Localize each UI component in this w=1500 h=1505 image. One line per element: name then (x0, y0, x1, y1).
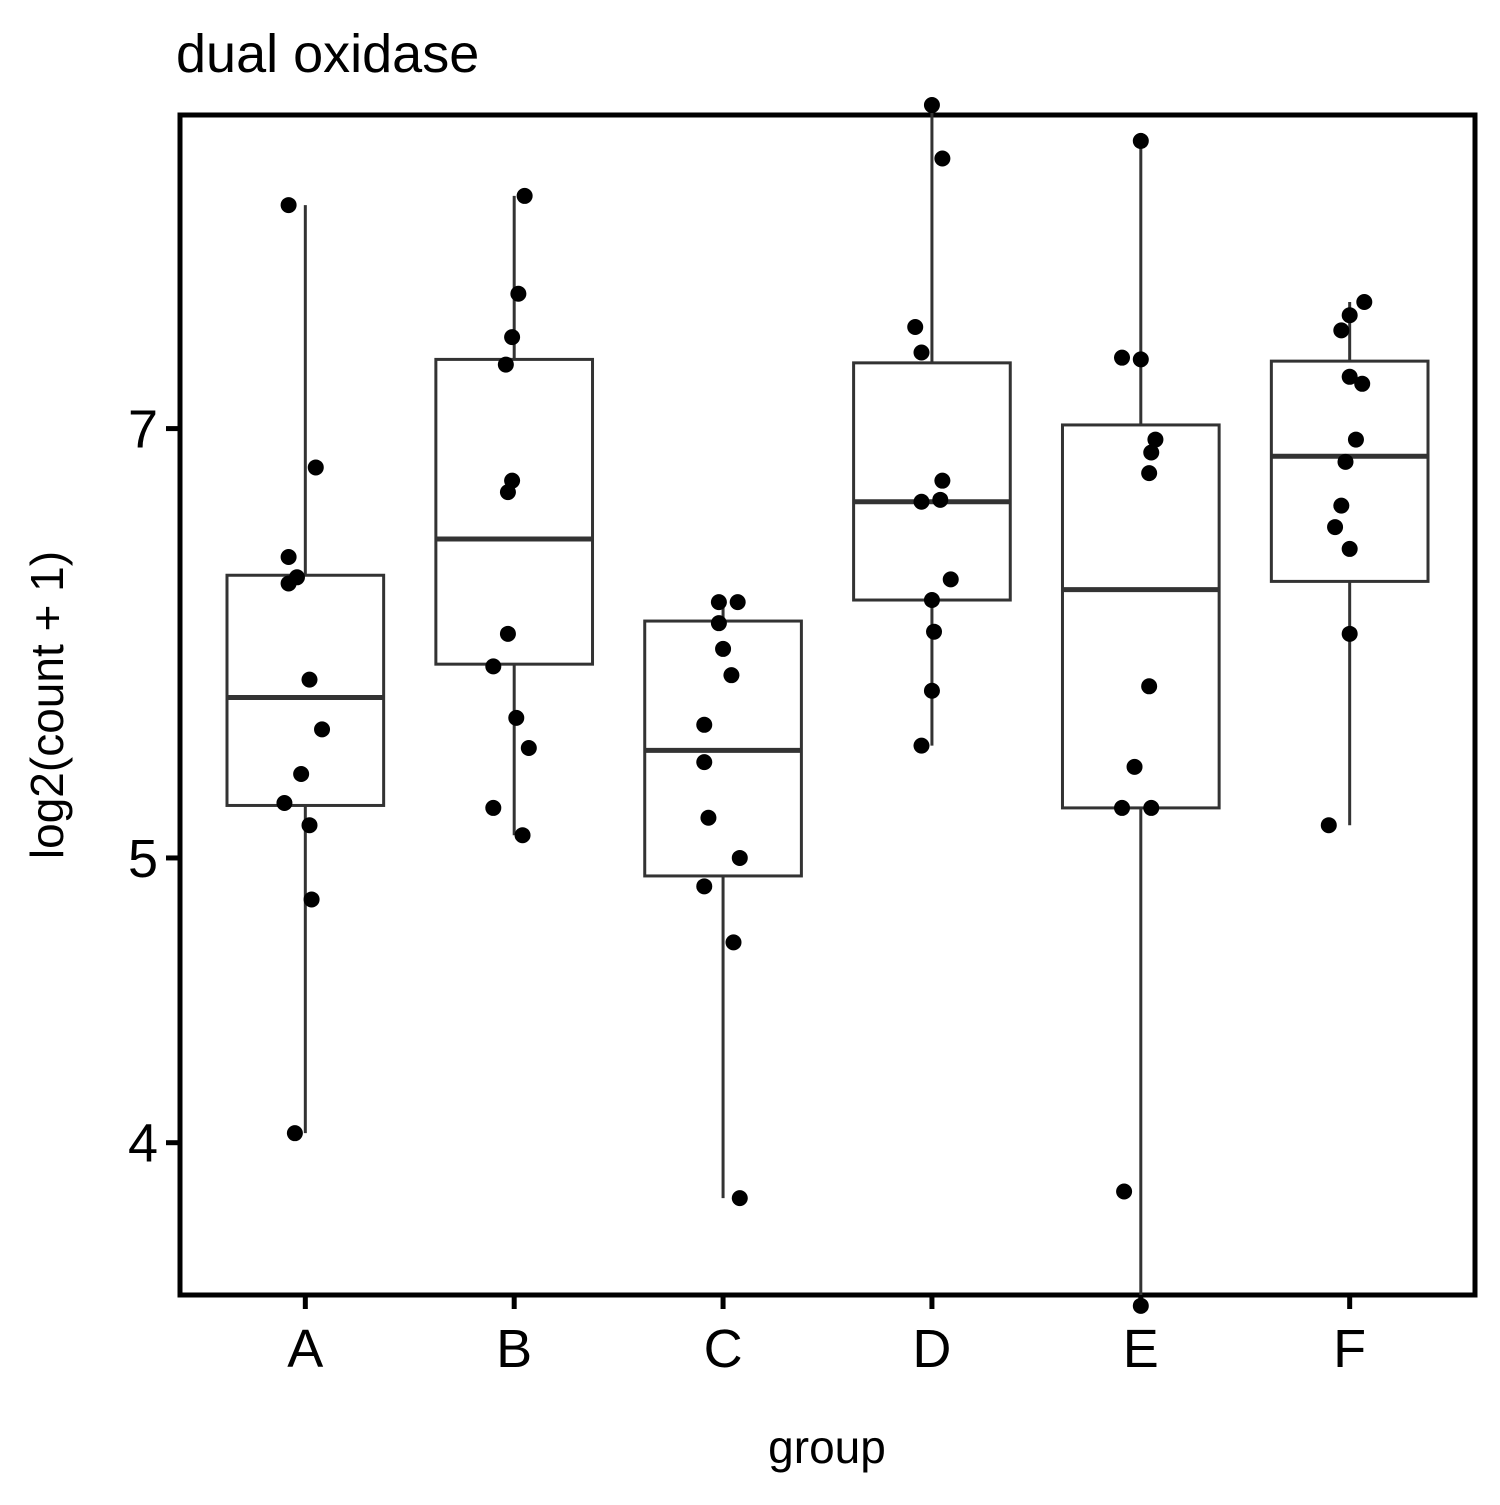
box-iqr (434, 357, 595, 666)
data-point-c (696, 878, 713, 895)
x-tick-label: D (912, 1319, 951, 1379)
x-tick-label: B (496, 1319, 532, 1379)
data-point-d (907, 319, 924, 336)
data-point-d (926, 623, 943, 640)
data-point-f (1347, 431, 1364, 448)
data-point-e (1141, 678, 1158, 695)
data-point-c (710, 594, 727, 611)
data-point-e (1132, 351, 1149, 368)
data-point-b (485, 658, 502, 675)
data-point-f (1337, 453, 1354, 470)
y-axis: 4 5 7 (128, 400, 180, 1174)
data-point-a (280, 548, 297, 565)
y-axis-title: log2(count + 1) (21, 551, 73, 859)
data-point-f (1341, 540, 1358, 557)
data-point-a (293, 766, 310, 783)
data-point-d (934, 150, 951, 167)
x-tick-label: C (704, 1319, 743, 1379)
data-point-a (307, 459, 324, 476)
box-iqr (225, 573, 386, 807)
x-axis-title: group (768, 1421, 886, 1473)
box-iqr (852, 361, 1012, 602)
data-point-d (932, 491, 949, 508)
data-point-f (1320, 817, 1337, 834)
data-point-b (485, 799, 502, 816)
data-point-e (1147, 431, 1164, 448)
data-point-c (715, 640, 732, 657)
data-point-e (1143, 444, 1160, 461)
plot-panel (177, 112, 1478, 1298)
data-point-d (923, 592, 940, 609)
y-tick-label: 5 (128, 829, 158, 889)
data-point-d (913, 737, 930, 754)
data-point-d (934, 472, 951, 489)
data-point-f (1356, 294, 1373, 311)
data-point-c (729, 594, 746, 611)
data-point-d (913, 344, 930, 361)
data-point-f (1341, 307, 1358, 324)
data-point-e (1126, 758, 1143, 775)
data-point-b (514, 827, 531, 844)
box-b (434, 195, 595, 836)
data-point-c (710, 615, 727, 632)
chart-title: dual oxidase (176, 24, 479, 84)
data-point-d (913, 493, 930, 510)
data-point-e (1116, 1183, 1133, 1200)
data-point-c (731, 1190, 748, 1207)
data-point-e (1132, 132, 1149, 149)
box-e (1060, 140, 1221, 1306)
data-point-d (923, 682, 940, 699)
box-a (225, 205, 386, 1134)
data-point-a (280, 197, 297, 214)
data-point-a (301, 817, 318, 834)
data-point-a (280, 575, 297, 592)
y-tick-label: 7 (128, 400, 158, 460)
data-point-c (723, 667, 740, 684)
data-point-e (1114, 799, 1131, 816)
x-tick-label: A (287, 1319, 323, 1379)
data-point-e (1143, 799, 1160, 816)
data-point-b (516, 187, 533, 204)
x-tick-label: F (1333, 1319, 1366, 1379)
data-point-c (696, 716, 713, 733)
data-point-f (1333, 322, 1350, 339)
data-point-f (1327, 519, 1344, 536)
data-point-b (520, 739, 537, 756)
data-point-d (923, 97, 940, 114)
box-d (852, 105, 1012, 746)
x-tick-label: E (1123, 1319, 1159, 1379)
data-point-b (510, 285, 527, 302)
data-point-b (497, 356, 514, 373)
data-point-c (696, 754, 713, 771)
data-point-a (314, 721, 331, 738)
data-point-e (1114, 349, 1131, 366)
data-point-a (276, 795, 293, 812)
data-point-e (1141, 465, 1158, 482)
data-point-c (700, 809, 717, 826)
data-point-f (1341, 368, 1358, 385)
box-iqr (1060, 423, 1221, 810)
data-point-b (499, 484, 516, 501)
data-point-f (1333, 497, 1350, 514)
data-point-f (1354, 375, 1371, 392)
data-point-b (508, 709, 525, 726)
plot-marks (225, 97, 1430, 1314)
data-point-a (303, 891, 320, 908)
y-tick-label: 4 (128, 1114, 158, 1174)
data-point-d (942, 571, 959, 588)
data-point-a (301, 671, 318, 688)
data-point-f (1341, 625, 1358, 642)
data-point-c (731, 849, 748, 866)
box-c (643, 602, 803, 1199)
x-axis: A B C D E F (287, 1295, 1366, 1379)
data-point-c (725, 934, 742, 951)
data-point-a (286, 1125, 303, 1142)
data-point-b (504, 329, 521, 346)
data-point-b (499, 625, 516, 642)
